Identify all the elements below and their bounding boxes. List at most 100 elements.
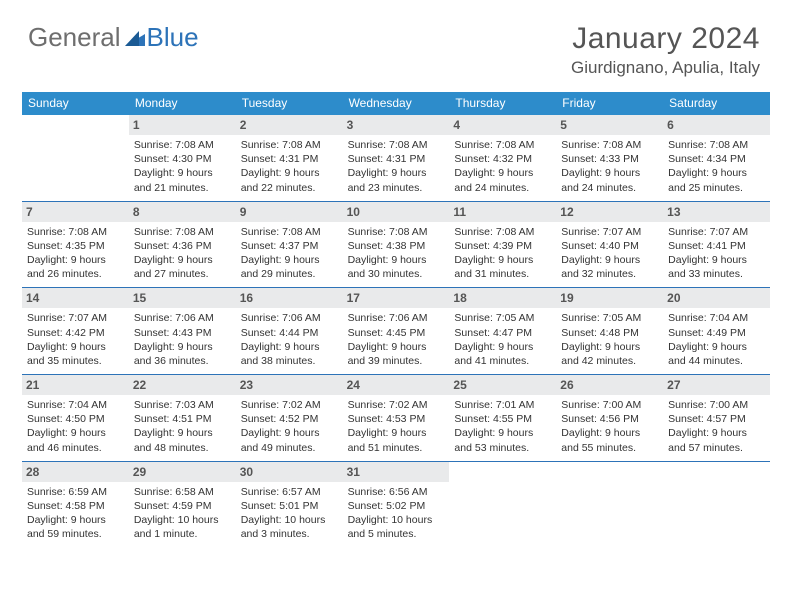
- sunrise-text: Sunrise: 7:04 AM: [27, 398, 124, 412]
- sunrise-text: Sunrise: 7:02 AM: [241, 398, 338, 412]
- sunrise-text: Sunrise: 7:01 AM: [454, 398, 551, 412]
- daylight-text: Daylight: 9 hours and 49 minutes.: [241, 426, 338, 454]
- calendar-day-cell: 28Sunrise: 6:59 AMSunset: 4:58 PMDayligh…: [22, 462, 129, 548]
- calendar-day-cell: 19 Sunrise: 7:05 AMSunset: 4:48 PMDayligh…: [556, 288, 663, 374]
- day-number: 17: [343, 288, 450, 308]
- calendar-week-row: 7 Sunrise: 7:08 AMSunset: 4:35 PMDaylight…: [22, 202, 770, 289]
- sunrise-text: Sunrise: 7:05 AM: [454, 311, 551, 325]
- day-number: 18: [449, 288, 556, 308]
- sunset-text: Sunset: 4:32 PM: [454, 152, 551, 166]
- day-number: 21: [22, 375, 129, 395]
- sunset-text: Sunset: 4:35 PM: [27, 239, 124, 253]
- calendar-day-cell: 9Sunrise: 7:08 AMSunset: 4:37 PMDaylight…: [236, 202, 343, 288]
- daylight-text: Daylight: 9 hours and 51 minutes.: [348, 426, 445, 454]
- sunrise-text: Sunrise: 7:07 AM: [668, 225, 765, 239]
- sun-info: Sunrise: 7:08 AMSunset: 4:31 PMDaylight:…: [241, 138, 338, 195]
- sunset-text: Sunset: 4:59 PM: [134, 499, 231, 513]
- daylight-text: Daylight: 9 hours and 26 minutes.: [27, 253, 124, 281]
- calendar-day-cell: [449, 462, 556, 548]
- calendar-day-cell: 23 Sunrise: 7:02 AMSunset: 4:52 PMDayligh…: [236, 375, 343, 461]
- calendar-day-cell: 10Sunrise: 7:08 AMSunset: 4:38 PMDayligh…: [343, 202, 450, 288]
- sunset-text: Sunset: 4:31 PM: [241, 152, 338, 166]
- day-number: 30: [236, 462, 343, 482]
- day-number: 7: [22, 202, 129, 222]
- sun-info: Sunrise: 7:08 AMSunset: 4:39 PMDaylight:…: [454, 225, 551, 282]
- calendar-day-cell: 20Sunrise: 7:04 AMSunset: 4:49 PMDayligh…: [663, 288, 770, 374]
- sun-info: Sunrise: 6:59 AMSunset: 4:58 PMDaylight:…: [27, 485, 124, 542]
- calendar-day-cell: 7 Sunrise: 7:08 AMSunset: 4:35 PMDaylight…: [22, 202, 129, 288]
- sun-info: Sunrise: 7:03 AMSunset: 4:51 PMDaylight:…: [134, 398, 231, 455]
- day-of-week-label: Monday: [129, 92, 236, 115]
- sun-info: Sunrise: 6:57 AMSunset: 5:01 PMDaylight:…: [241, 485, 338, 542]
- sunset-text: Sunset: 4:34 PM: [668, 152, 765, 166]
- sun-info: Sunrise: 6:58 AMSunset: 4:59 PMDaylight:…: [134, 485, 231, 542]
- sunrise-text: Sunrise: 7:08 AM: [241, 138, 338, 152]
- sun-info: Sunrise: 7:08 AMSunset: 4:34 PMDaylight:…: [668, 138, 765, 195]
- sunset-text: Sunset: 4:37 PM: [241, 239, 338, 253]
- sun-info: Sunrise: 7:07 AMSunset: 4:41 PMDaylight:…: [668, 225, 765, 282]
- sunrise-text: Sunrise: 7:02 AM: [348, 398, 445, 412]
- calendar-day-cell: 16Sunrise: 7:06 AMSunset: 4:44 PMDayligh…: [236, 288, 343, 374]
- daylight-text: Daylight: 9 hours and 29 minutes.: [241, 253, 338, 281]
- sun-info: Sunrise: 7:01 AMSunset: 4:55 PMDaylight:…: [454, 398, 551, 455]
- daylight-text: Daylight: 9 hours and 27 minutes.: [134, 253, 231, 281]
- sunrise-text: Sunrise: 6:59 AM: [27, 485, 124, 499]
- sun-info: Sunrise: 7:00 AMSunset: 4:57 PMDaylight:…: [668, 398, 765, 455]
- daylight-text: Daylight: 9 hours and 25 minutes.: [668, 166, 765, 194]
- day-of-week-label: Thursday: [449, 92, 556, 115]
- sun-info: Sunrise: 7:08 AMSunset: 4:30 PMDaylight:…: [134, 138, 231, 195]
- sunrise-text: Sunrise: 7:06 AM: [134, 311, 231, 325]
- sunset-text: Sunset: 4:33 PM: [561, 152, 658, 166]
- day-number: 20: [663, 288, 770, 308]
- daylight-text: Daylight: 9 hours and 59 minutes.: [27, 513, 124, 541]
- sunrise-text: Sunrise: 6:57 AM: [241, 485, 338, 499]
- sunset-text: Sunset: 4:51 PM: [134, 412, 231, 426]
- sun-info: Sunrise: 7:02 AMSunset: 4:53 PMDaylight:…: [348, 398, 445, 455]
- sunrise-text: Sunrise: 7:08 AM: [134, 138, 231, 152]
- calendar-day-cell: 27Sunrise: 7:00 AMSunset: 4:57 PMDayligh…: [663, 375, 770, 461]
- calendar-day-cell: 11Sunrise: 7:08 AMSunset: 4:39 PMDayligh…: [449, 202, 556, 288]
- page-header: General Blue January 2024 Giurdignano, A…: [0, 0, 792, 86]
- sunset-text: Sunset: 4:44 PM: [241, 326, 338, 340]
- sunset-text: Sunset: 4:38 PM: [348, 239, 445, 253]
- sun-info: Sunrise: 7:02 AMSunset: 4:52 PMDaylight:…: [241, 398, 338, 455]
- title-block: January 2024 Giurdignano, Apulia, Italy: [571, 22, 760, 78]
- sunset-text: Sunset: 4:56 PM: [561, 412, 658, 426]
- daylight-text: Daylight: 9 hours and 24 minutes.: [454, 166, 551, 194]
- day-number: 26: [556, 375, 663, 395]
- calendar-week-row: 28Sunrise: 6:59 AMSunset: 4:58 PMDayligh…: [22, 462, 770, 548]
- logo-text-general: General: [28, 22, 121, 53]
- sun-info: Sunrise: 7:06 AMSunset: 4:44 PMDaylight:…: [241, 311, 338, 368]
- logo: General Blue: [28, 22, 199, 53]
- daylight-text: Daylight: 10 hours and 5 minutes.: [348, 513, 445, 541]
- sun-info: Sunrise: 7:04 AMSunset: 4:50 PMDaylight:…: [27, 398, 124, 455]
- sun-info: Sunrise: 7:05 AMSunset: 4:48 PMDaylight:…: [561, 311, 658, 368]
- day-number: 23: [236, 375, 343, 395]
- day-number: 12: [556, 202, 663, 222]
- sunrise-text: Sunrise: 7:08 AM: [561, 138, 658, 152]
- sunrise-text: Sunrise: 7:04 AM: [668, 311, 765, 325]
- calendar-day-cell: 15Sunrise: 7:06 AMSunset: 4:43 PMDayligh…: [129, 288, 236, 374]
- sun-info: Sunrise: 7:08 AMSunset: 4:38 PMDaylight:…: [348, 225, 445, 282]
- day-number: 14: [22, 288, 129, 308]
- sun-info: Sunrise: 7:08 AMSunset: 4:37 PMDaylight:…: [241, 225, 338, 282]
- sunset-text: Sunset: 4:58 PM: [27, 499, 124, 513]
- calendar-day-cell: 31Sunrise: 6:56 AMSunset: 5:02 PMDayligh…: [343, 462, 450, 548]
- sun-info: Sunrise: 7:08 AMSunset: 4:36 PMDaylight:…: [134, 225, 231, 282]
- sunrise-text: Sunrise: 7:08 AM: [454, 138, 551, 152]
- calendar-day-cell: 14Sunrise: 7:07 AMSunset: 4:42 PMDayligh…: [22, 288, 129, 374]
- month-title: January 2024: [571, 22, 760, 56]
- calendar-day-cell: 2Sunrise: 7:08 AMSunset: 4:31 PMDaylight…: [236, 115, 343, 201]
- day-number: 1: [129, 115, 236, 135]
- sunrise-text: Sunrise: 6:58 AM: [134, 485, 231, 499]
- calendar-day-cell: 5Sunrise: 7:08 AMSunset: 4:33 PMDaylight…: [556, 115, 663, 201]
- calendar: SundayMondayTuesdayWednesdayThursdayFrid…: [22, 92, 770, 547]
- calendar-week-row: 21 Sunrise: 7:04 AMSunset: 4:50 PMDayligh…: [22, 375, 770, 462]
- sunrise-text: Sunrise: 7:06 AM: [241, 311, 338, 325]
- daylight-text: Daylight: 9 hours and 30 minutes.: [348, 253, 445, 281]
- sun-info: Sunrise: 7:05 AMSunset: 4:47 PMDaylight:…: [454, 311, 551, 368]
- sun-info: Sunrise: 7:08 AMSunset: 4:35 PMDaylight:…: [27, 225, 124, 282]
- day-number: 19: [556, 288, 663, 308]
- sunset-text: Sunset: 4:47 PM: [454, 326, 551, 340]
- calendar-day-cell: 30 Sunrise: 6:57 AMSunset: 5:01 PMDayligh…: [236, 462, 343, 548]
